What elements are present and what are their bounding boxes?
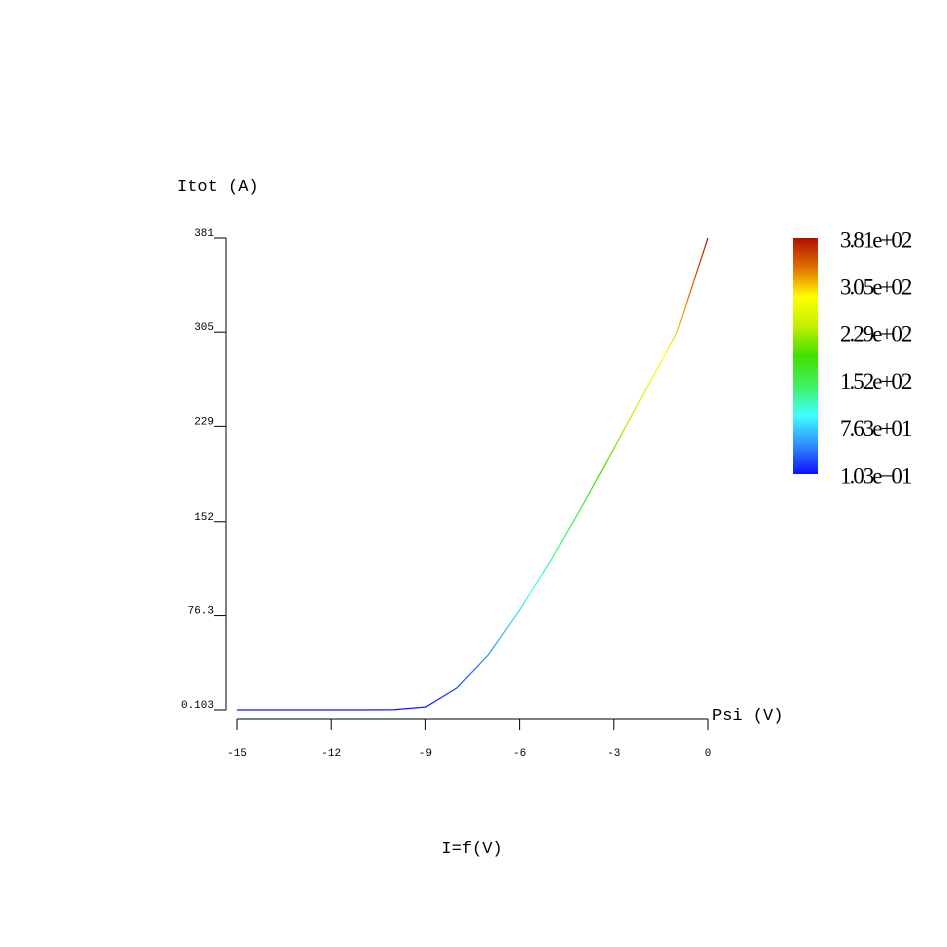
colorbar <box>793 238 818 474</box>
x-axis-title: Psi (V) <box>712 707 783 726</box>
x-tick-label: -3 <box>607 748 620 760</box>
line-series <box>237 237 709 711</box>
y-tick-label: 0.103 <box>181 700 214 712</box>
y-tick-label: 76.3 <box>188 606 214 618</box>
colorbar-label: 1.52e+02 <box>840 369 912 394</box>
colorbar-label: 2.29e+02 <box>840 321 912 346</box>
y-tick-label: 381 <box>194 228 214 240</box>
chart-title: I=f(V) <box>441 840 502 859</box>
colorbar-label: 3.05e+02 <box>840 274 912 299</box>
x-tick-label: -12 <box>321 748 341 760</box>
y-axis-title: Itot (A) <box>177 178 259 197</box>
colorbar-label: 3.81e+02 <box>840 227 912 252</box>
x-tick-label: -9 <box>419 748 432 760</box>
x-tick-label: -15 <box>227 748 247 760</box>
y-tick-label: 229 <box>194 416 214 428</box>
colorbar-label: 7.63e+01 <box>840 416 912 441</box>
colorbar-label: 1.03e−01 <box>840 463 912 488</box>
x-tick-label: 0 <box>705 748 712 760</box>
x-tick-label: -6 <box>513 748 526 760</box>
y-tick-label: 305 <box>194 322 214 334</box>
y-tick-label: 152 <box>194 512 214 524</box>
